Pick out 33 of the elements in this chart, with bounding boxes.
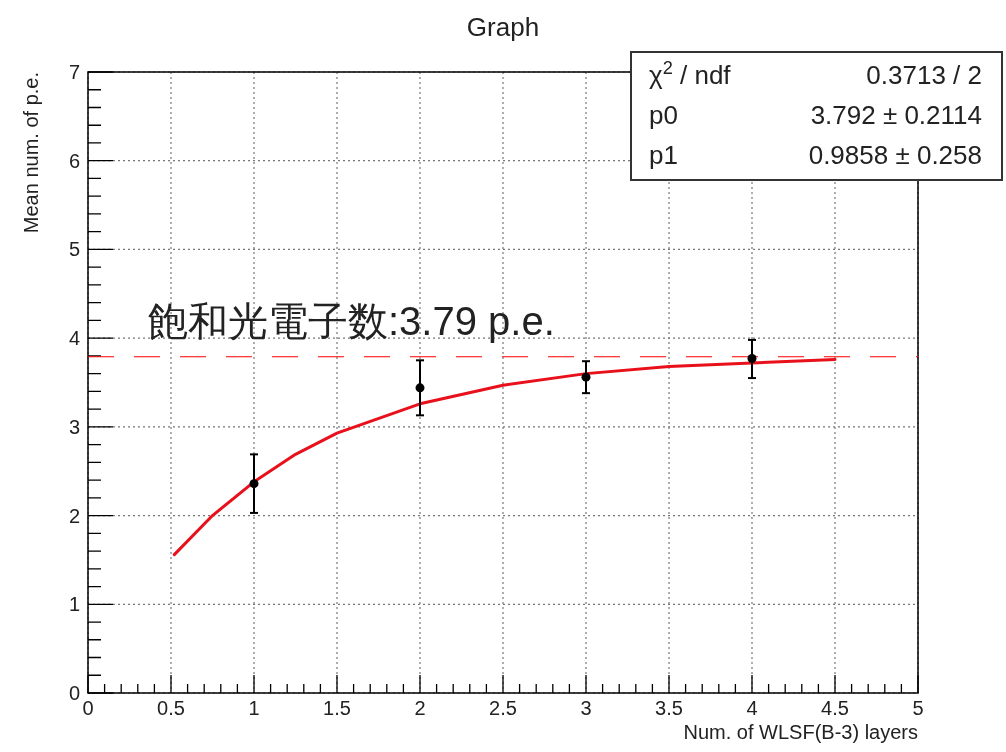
x-tick-label: 2.5 (489, 697, 517, 719)
x-tick-label: 2 (414, 697, 426, 719)
annotation: 0.9858 ± 0.258 (808, 140, 982, 170)
y-tick-label: 6 (68, 149, 80, 172)
x-tick-label: 4 (746, 697, 758, 719)
annotation: p0 (649, 100, 678, 130)
y-tick-label: 1 (68, 593, 80, 616)
annotation: 0.3713 / 2 (866, 60, 982, 90)
x-tick-label: 0.5 (157, 697, 185, 719)
y-tick-label: 7 (68, 61, 80, 83)
x-tick-label: 1.5 (323, 697, 351, 719)
y-tick-label: 4 (68, 327, 80, 350)
x-tick-label: 1 (248, 697, 260, 719)
x-tick-label: 3.5 (655, 697, 683, 719)
y-tick-label: 3 (68, 415, 80, 438)
x-tick-label: 4.5 (821, 697, 849, 719)
y-tick-label: 2 (68, 504, 80, 527)
y-axis-title: Mean num. of p.e. (20, 72, 42, 234)
x-tick-label: 5 (912, 697, 924, 719)
annotation: p1 (649, 140, 678, 170)
x-axis-title: Num. of WLSF(B-3) layers (683, 721, 918, 743)
y-tick-label: 5 (68, 238, 80, 261)
point (249, 479, 259, 489)
point (747, 354, 757, 364)
y-tick-label: 0 (68, 682, 80, 704)
x-tick-label: 3 (580, 697, 592, 719)
annotation: χ$^{2}$ / ndf (649, 58, 732, 90)
x-tick-label: 0 (82, 697, 94, 719)
annotation: 3.792 ± 0.2114 (810, 100, 982, 130)
ref-line-label: 飽和光電子数:3.79 p.e. (148, 298, 555, 343)
point (581, 372, 591, 382)
point (415, 383, 425, 393)
chart-title: Graph (466, 12, 540, 42)
